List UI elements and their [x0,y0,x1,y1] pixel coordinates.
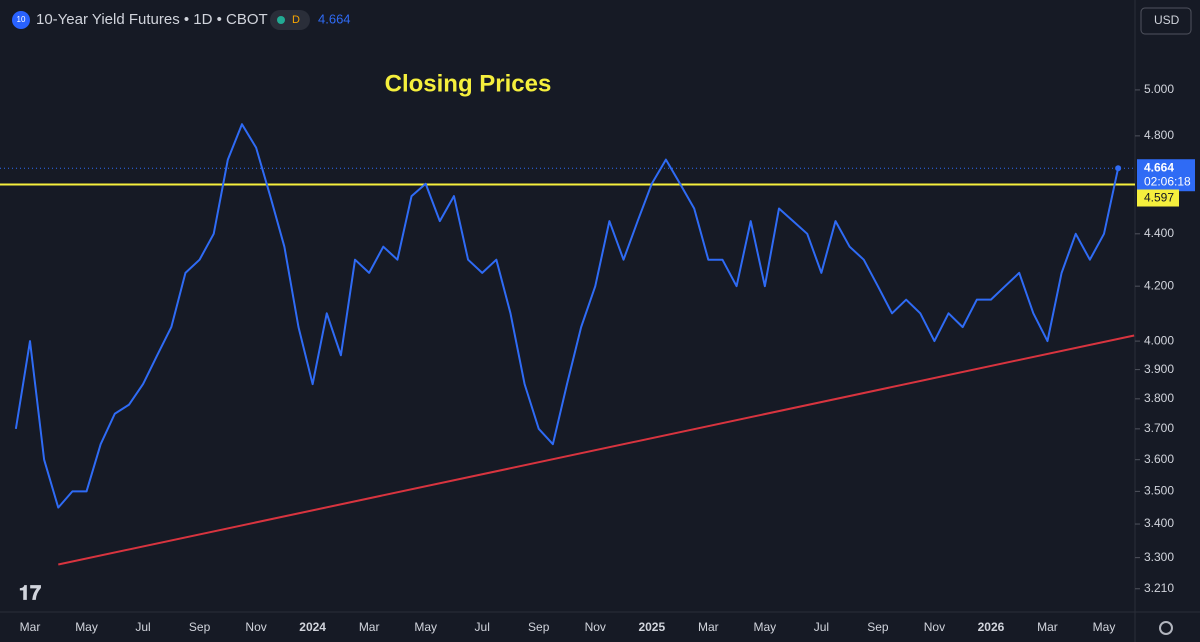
y-tick-label: 3.700 [1144,421,1174,435]
x-tick-label: Mar [20,620,41,634]
horizontal-line-box [1137,189,1179,207]
y-tick-label: 3.600 [1144,452,1174,466]
x-tick-label: Sep [528,620,550,634]
x-tick-label: Sep [867,620,889,634]
x-tick-label: Mar [1037,620,1058,634]
y-tick-label: 4.400 [1144,226,1174,240]
x-tick-label: 2024 [299,620,326,634]
y-tick-label: 3.300 [1144,550,1174,564]
last-price-label: 4.664 [1144,160,1174,174]
x-tick-label: 2025 [638,620,665,634]
logo: 𝟏𝟕 [19,582,41,604]
y-tick-label: 3.210 [1144,581,1174,595]
x-tick-label: Sep [189,620,211,634]
currency: USD [1154,13,1180,27]
x-tick-label: May [75,620,98,634]
x-tick-label: Jul [814,620,829,634]
x-tick-label: Mar [698,620,719,634]
status-pill[interactable] [270,10,310,30]
y-tick-label: 4.800 [1144,128,1174,142]
price-line [14,123,1120,509]
countdown: 02:06:18 [1144,174,1191,188]
last-price-box [1137,159,1195,192]
interval-badge: D [292,14,300,26]
y-tick-label: 5.000 [1144,82,1174,96]
x-tick-label: May [754,620,777,634]
x-tick-label: Nov [245,620,266,634]
symbol-icon[interactable] [12,11,30,29]
symbol-badge: 10 [17,15,26,24]
horizontal-line-label: 4.597 [1144,191,1174,205]
x-tick-label: 2026 [978,620,1005,634]
y-tick-label: 4.200 [1144,278,1174,292]
y-tick-label: 3.400 [1144,516,1174,530]
settings-icon[interactable] [1159,621,1173,635]
x-tick-label: Jul [475,620,490,634]
x-tick-label: Nov [924,620,945,634]
y-tick-label: 3.800 [1144,391,1174,405]
x-tick-label: Nov [585,620,606,634]
x-tick-label: May [414,620,437,634]
currency-button[interactable] [1140,7,1192,35]
header-price: 4.664 [318,11,351,26]
annotation: Closing Prices [385,70,552,97]
y-tick-label: 3.900 [1144,362,1174,376]
market-status-dot [277,16,285,24]
symbol-title[interactable]: 10-Year Yield Futures • 1D • CBOT [36,11,268,28]
y-tick-label: 3.500 [1144,484,1174,498]
last-price-dot [1115,165,1122,172]
x-tick-label: Mar [359,620,380,634]
trendline [58,334,1135,566]
x-tick-label: Jul [135,620,150,634]
y-tick-label: 4.000 [1144,333,1174,347]
x-tick-label: May [1093,620,1116,634]
